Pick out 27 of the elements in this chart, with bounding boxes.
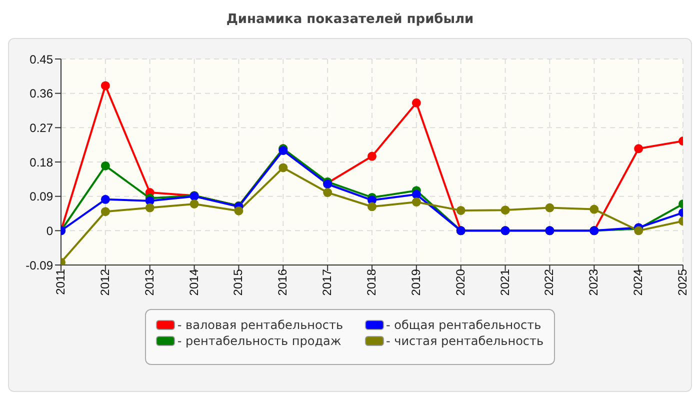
x-tick-label: 2011 bbox=[54, 268, 68, 295]
legend-label: - валовая рентабельность bbox=[177, 318, 344, 332]
x-tick-label: 2016 bbox=[276, 268, 290, 296]
x-tick-label: 2023 bbox=[586, 268, 601, 296]
legend-label: - общая рентабельность bbox=[386, 318, 542, 332]
x-tick-label: 2025 bbox=[676, 268, 690, 296]
chart-title: Динамика показателей прибыли bbox=[225, 11, 475, 29]
x-tick-label: 2013 bbox=[142, 268, 156, 296]
x-tick-label: 2022 bbox=[542, 268, 556, 296]
y-tick-label: 0.09 bbox=[30, 190, 54, 204]
legend-label: - чистая рентабельность bbox=[386, 334, 544, 348]
y-tick-label: 0.45 bbox=[30, 52, 54, 66]
x-tick-label: 2020 bbox=[453, 268, 468, 296]
y-tick-label: 0.36 bbox=[30, 86, 54, 101]
x-tick-label: 2014 bbox=[186, 268, 201, 296]
y-tick-label: 0 bbox=[46, 224, 54, 238]
x-tick-label: 2015 bbox=[231, 268, 246, 296]
legend-label: - рентабельность продаж bbox=[177, 334, 342, 348]
y-tick-label: 0.27 bbox=[30, 120, 54, 135]
x-tick-label: 2012 bbox=[98, 268, 112, 296]
x-tick-label: 2018 bbox=[364, 268, 379, 296]
x-tick-label: 2021 bbox=[498, 268, 512, 296]
x-tick-label: 2017 bbox=[320, 268, 334, 296]
x-tick-label: 2019 bbox=[408, 268, 423, 296]
y-tick-label: 0.18 bbox=[30, 155, 54, 170]
y-tick-label: -0.09 bbox=[26, 258, 54, 272]
x-tick-label: 2024 bbox=[631, 268, 646, 296]
